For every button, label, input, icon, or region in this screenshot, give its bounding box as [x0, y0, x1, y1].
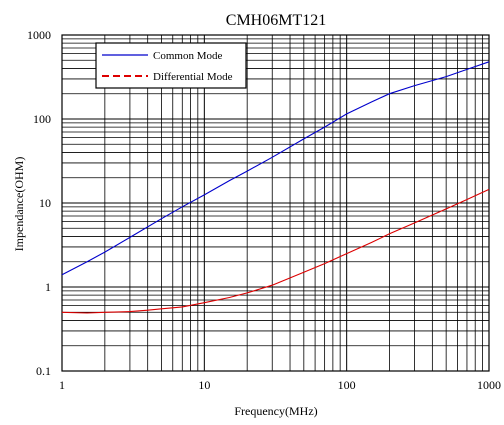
legend-box: [95, 42, 247, 89]
y-tick-label: 100: [33, 112, 51, 126]
x-tick-label: 10: [198, 378, 210, 392]
x-tick-label: 1: [59, 378, 65, 392]
y-tick-label: 1000: [27, 28, 51, 42]
legend-label-differential-mode: Differential Mode: [153, 71, 233, 83]
y-axis-label: Impendance(OHM): [12, 157, 26, 252]
y-tick-label: 10: [39, 196, 51, 210]
x-axis-label: Frequency(MHz): [234, 404, 317, 418]
tick-labels: 1 10 100 1000 0.1 1 10 100 1000: [27, 28, 501, 392]
x-tick-label: 1000: [477, 378, 501, 392]
series-lines: [61, 61, 490, 314]
y-tick-label: 0.1: [36, 364, 51, 378]
series-line-1: [61, 188, 490, 314]
plot-frame: [61, 34, 490, 372]
legend-label-common-mode: Common Mode: [153, 50, 222, 62]
y-tick-label: 1: [45, 280, 51, 294]
x-tick-label: 100: [338, 378, 356, 392]
legend: Common Mode Differential Mode: [95, 42, 247, 89]
series-line-0: [61, 61, 490, 276]
chart-title: CMH06MT121: [226, 12, 326, 29]
